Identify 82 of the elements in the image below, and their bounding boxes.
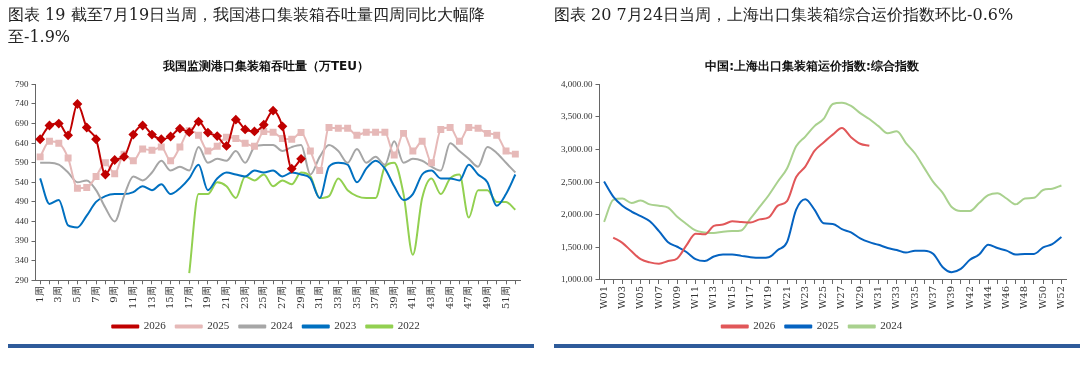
legend-label: 2025 bbox=[816, 319, 840, 332]
legend-label: 2022 bbox=[397, 319, 420, 332]
x-tick-label: W50 bbox=[1036, 286, 1048, 310]
legend-label: 2026 bbox=[143, 319, 167, 332]
x-tick-label: W17 bbox=[744, 286, 756, 310]
y-tick-label: 590 bbox=[15, 157, 29, 168]
x-tick-label: 31周 bbox=[313, 286, 325, 310]
x-tick-label: 47周 bbox=[462, 286, 474, 310]
x-tick-label: W07 bbox=[652, 286, 664, 310]
chart-subtitle: 中国:上海出口集装箱运价指数:综合指数 bbox=[705, 59, 920, 74]
x-tick-label: 43周 bbox=[425, 286, 437, 310]
x-tick-label: W05 bbox=[634, 286, 646, 310]
x-tick-label: W27 bbox=[835, 286, 847, 310]
x-tick-label: 33周 bbox=[331, 286, 343, 310]
x-tick-label: W39 bbox=[945, 286, 957, 310]
x-tick-label: W37 bbox=[926, 286, 938, 310]
x-tick-label: W44 bbox=[981, 286, 993, 310]
x-tick-label: 3周 bbox=[52, 286, 64, 303]
x-tick-label: 1周 bbox=[33, 286, 45, 303]
x-tick-label: W25 bbox=[817, 286, 829, 310]
y-tick-label: 1,000.00 bbox=[561, 274, 593, 285]
x-tick-label: 13周 bbox=[145, 286, 157, 310]
x-tick-label: W03 bbox=[615, 286, 627, 310]
x-tick-label: W13 bbox=[707, 286, 719, 310]
y-tick-label: 690 bbox=[15, 117, 29, 128]
y-tick-label: 2,000.00 bbox=[561, 209, 593, 220]
y-tick-label: 490 bbox=[15, 196, 29, 207]
x-tick-label: W52 bbox=[1055, 286, 1067, 310]
x-tick-label: 5周 bbox=[71, 286, 83, 303]
legend-label: 2026 bbox=[753, 319, 776, 332]
legend-label: 2025 bbox=[207, 319, 230, 332]
x-tick-label: W31 bbox=[872, 286, 884, 310]
x-tick-label: 19周 bbox=[201, 286, 213, 310]
x-tick-label: 45周 bbox=[443, 286, 455, 310]
y-tick-label: 390 bbox=[15, 235, 29, 246]
x-tick-label: 7周 bbox=[89, 286, 101, 303]
x-tick-label: W23 bbox=[798, 286, 810, 310]
x-tick-label: W21 bbox=[780, 286, 792, 310]
x-tick-label: 41周 bbox=[406, 286, 418, 310]
x-tick-label: W46 bbox=[1000, 286, 1012, 310]
x-tick-label: 23周 bbox=[238, 286, 250, 310]
x-tick-label: W19 bbox=[762, 286, 774, 310]
chart-title: 图表 19 截至7月19日当周，我国港口集装箱吞吐量四周同比大幅降至-1.9% bbox=[8, 4, 487, 48]
legend-label: 2023 bbox=[334, 319, 357, 332]
x-tick-label: 35周 bbox=[350, 286, 362, 310]
y-tick-label: 4,000.00 bbox=[561, 78, 593, 89]
x-tick-label: W29 bbox=[853, 286, 865, 310]
x-tick-label: 51周 bbox=[499, 286, 511, 310]
x-tick-label: 29周 bbox=[294, 286, 306, 310]
y-tick-label: 790 bbox=[15, 78, 29, 89]
x-tick-label: W35 bbox=[908, 286, 920, 310]
chart-title: 图表 20 7月24日当周，上海出口集装箱综合运价指数环比-0.6% bbox=[554, 4, 1015, 26]
y-tick-label: 340 bbox=[15, 255, 29, 266]
x-tick-label: 11周 bbox=[126, 286, 138, 310]
y-tick-label: 1,500.00 bbox=[561, 241, 593, 252]
x-tick-label: W09 bbox=[670, 286, 682, 310]
y-tick-label: 740 bbox=[15, 98, 29, 109]
x-tick-label: W01 bbox=[597, 286, 609, 310]
x-tick-label: W15 bbox=[725, 286, 737, 310]
x-tick-label: 21周 bbox=[220, 286, 232, 310]
x-tick-label: W33 bbox=[890, 286, 902, 310]
x-tick-label: 39周 bbox=[387, 286, 399, 310]
x-tick-label: 25周 bbox=[257, 286, 269, 310]
y-tick-label: 3,500.00 bbox=[561, 111, 593, 122]
y-tick-label: 2,500.00 bbox=[561, 176, 593, 187]
x-tick-label: W42 bbox=[963, 286, 975, 310]
x-tick-label: W48 bbox=[1018, 286, 1030, 310]
x-tick-label: W11 bbox=[689, 286, 701, 310]
y-tick-label: 640 bbox=[15, 137, 29, 148]
x-tick-label: 15周 bbox=[164, 286, 176, 310]
legend-label: 2024 bbox=[880, 319, 903, 332]
y-tick-label: 290 bbox=[15, 274, 29, 285]
x-tick-label: 49周 bbox=[480, 286, 492, 310]
x-tick-label: 27周 bbox=[276, 286, 287, 310]
legend-label: 2024 bbox=[270, 319, 294, 332]
x-tick-label: 37周 bbox=[369, 286, 381, 310]
y-tick-label: 3,000.00 bbox=[561, 143, 593, 154]
x-tick-label: 9周 bbox=[108, 286, 120, 303]
chart-subtitle: 我国监测港口集装箱吞吐量（万TEU） bbox=[161, 59, 370, 74]
x-tick-label: 17周 bbox=[182, 286, 194, 310]
y-tick-label: 440 bbox=[15, 215, 29, 226]
y-tick-label: 540 bbox=[15, 176, 29, 187]
